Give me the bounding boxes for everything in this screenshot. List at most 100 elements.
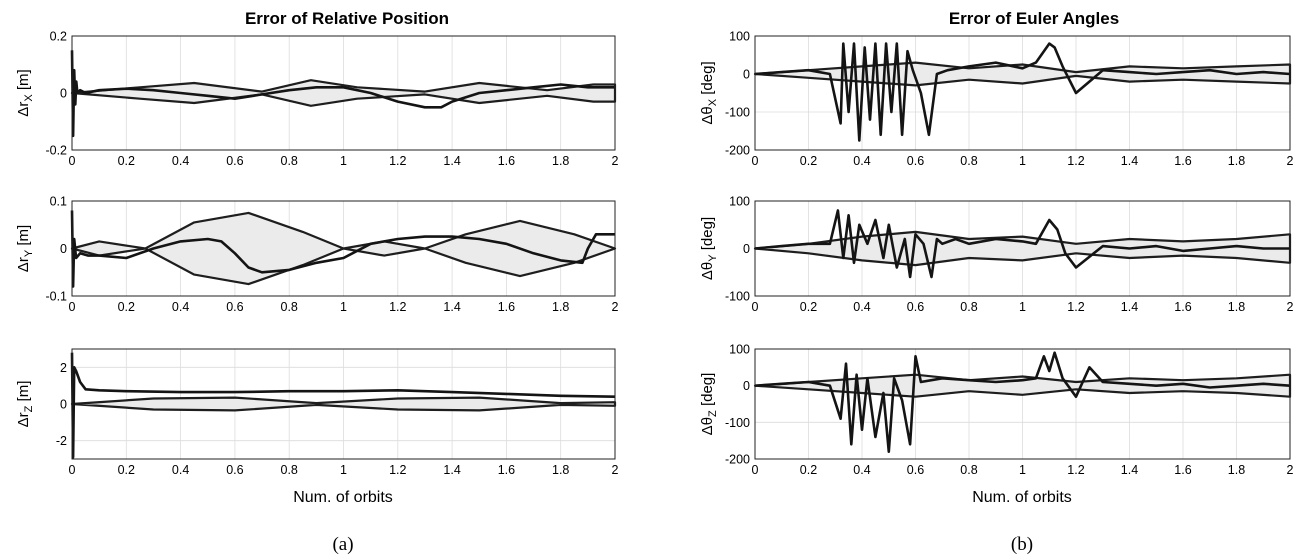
x-tick-label: 0.4: [172, 154, 189, 168]
x-tick-label: 1.4: [1121, 463, 1138, 477]
x-tick-label: 0.6: [226, 300, 243, 314]
y-axis-label-subscript: Y: [23, 249, 35, 257]
x-tick-label: 2: [612, 463, 619, 477]
y-axis-label-subscript: Z: [707, 410, 719, 417]
y-axis-label-subscript: Z: [23, 405, 35, 412]
x-tick-label: 1.2: [1067, 463, 1084, 477]
y-tick-label: -0.2: [45, 144, 67, 158]
y-tick-label: 2: [60, 361, 67, 375]
y-tick-label: 0: [60, 242, 67, 256]
y-tick-label: 0: [60, 398, 67, 412]
y-tick-label: 0: [743, 68, 750, 82]
y-tick-label: 0: [60, 87, 67, 101]
y-axis-label-symbol: Δr: [15, 257, 32, 272]
y-tick-label: 100: [729, 343, 750, 357]
subplots: 0 0.2 0.4 0.6 0.8 1 1.2 1.4 1.6 1.8 2 -0.2 0 0.2 ΔrX […: [15, 30, 1294, 478]
x-tick-label: 1: [340, 154, 347, 168]
panel-a-caption: (a): [332, 534, 353, 555]
x-tick-label: 1.6: [1174, 463, 1191, 477]
x-tick-label: 1.2: [389, 463, 406, 477]
x-tick-label: 0.4: [172, 463, 189, 477]
y-tick-label: -200: [725, 453, 750, 467]
x-tick-label: 1.4: [443, 463, 460, 477]
x-tick-label: 2: [1287, 154, 1294, 168]
x-tick-label: 0.2: [118, 300, 135, 314]
x-tick-label: 1.4: [1121, 154, 1138, 168]
x-tick-label: 2: [1287, 463, 1294, 477]
y-axis-label-unit: [deg]: [699, 217, 716, 255]
x-tick-label: 1.2: [1067, 154, 1084, 168]
x-tick-label: 0.8: [281, 463, 298, 477]
y-axis-label-symbol: Δθ: [699, 417, 716, 435]
y-axis-label-symbol: Δr: [15, 102, 32, 117]
y-tick-label: 0: [743, 242, 750, 256]
estimate-line-rx: [70, 50, 615, 138]
y-tick-label: 0: [743, 379, 750, 393]
x-tick-label: 1.2: [389, 154, 406, 168]
y-tick-label: -100: [725, 290, 750, 304]
x-tick-label: 0.6: [907, 463, 924, 477]
x-tick-label: 1: [340, 300, 347, 314]
panel-b-xlabel: Num. of orbits: [972, 489, 1072, 506]
x-tick-label: 1.8: [1228, 300, 1245, 314]
x-tick-label: 0: [69, 463, 76, 477]
subplot-tz: 0 0.2 0.4 0.6 0.8 1 1.2 1.4 1.6 1.8 2 -200 -100 0 100 Δ…: [699, 343, 1294, 478]
estimate-line-rz: [70, 352, 616, 459]
subplot-rz: 0 0.2 0.4 0.6 0.8 1 1.2 1.4 1.6 1.8 2 -2 0 2 ΔrZ [m]: [15, 348, 619, 477]
x-tick-label: 1.8: [552, 300, 569, 314]
x-tick-label: 0.2: [800, 154, 817, 168]
panel-a-xlabel: Num. of orbits: [293, 489, 393, 506]
bound-band-tz: [753, 373, 1292, 398]
x-tick-label: 0.4: [853, 463, 870, 477]
x-tick-label: 1.4: [1121, 300, 1138, 314]
x-tick-label: 0.6: [907, 154, 924, 168]
y-axis-label-unit: [m]: [15, 69, 32, 94]
estimate-line-ry: [70, 210, 615, 288]
y-tick-label: 100: [729, 195, 750, 209]
x-tick-label: 2: [612, 154, 619, 168]
x-tick-label: 1.4: [443, 154, 460, 168]
x-tick-label: 2: [1287, 300, 1294, 314]
x-tick-label: 1: [1019, 154, 1026, 168]
y-axis-label-rz: ΔrZ [m]: [15, 381, 35, 428]
x-tick-label: 1.8: [552, 154, 569, 168]
y-axis-label-unit: [deg]: [699, 373, 716, 411]
y-tick-label: -200: [725, 144, 750, 158]
x-tick-label: 1: [1019, 300, 1026, 314]
x-tick-label: 1: [340, 463, 347, 477]
x-tick-label: 0.8: [960, 463, 977, 477]
x-tick-label: 0: [69, 300, 76, 314]
x-tick-label: 0.4: [853, 154, 870, 168]
x-tick-label: 0.2: [800, 300, 817, 314]
x-tick-label: 0.6: [226, 463, 243, 477]
y-axis-label-unit: [m]: [15, 381, 32, 406]
y-axis-label-rx: ΔrX [m]: [15, 69, 35, 116]
y-tick-label: 0.1: [50, 195, 67, 209]
x-tick-label: 0: [752, 463, 759, 477]
y-axis-label-ry: ΔrY [m]: [15, 225, 35, 272]
x-tick-label: 0.2: [118, 463, 135, 477]
y-axis-label-symbol: Δr: [15, 412, 32, 427]
y-axis-label-tx: ΔθX [deg]: [699, 61, 719, 124]
axes-frame: [71, 200, 616, 297]
x-tick-label: 0.4: [853, 300, 870, 314]
y-tick-label: -100: [725, 106, 750, 120]
x-tick-label: 1.8: [1228, 463, 1245, 477]
x-tick-label: 1.6: [1174, 300, 1191, 314]
x-tick-label: 0.6: [907, 300, 924, 314]
x-tick-label: 0.8: [281, 154, 298, 168]
axes-frame: [71, 35, 616, 151]
estimate-line-ty: [754, 209, 1290, 279]
x-tick-label: 1: [1019, 463, 1026, 477]
x-tick-label: 1.2: [389, 300, 406, 314]
x-tick-label: 1.6: [498, 463, 515, 477]
panel-a-title: Error of Relative Position: [245, 9, 449, 28]
x-tick-label: 1.2: [1067, 300, 1084, 314]
axes-frame: [754, 35, 1291, 151]
y-tick-label: -100: [725, 416, 750, 430]
axes-frame: [754, 348, 1291, 460]
x-tick-label: 0.8: [281, 300, 298, 314]
